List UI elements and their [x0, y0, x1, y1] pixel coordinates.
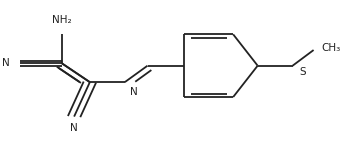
Text: S: S: [300, 67, 306, 77]
Text: N: N: [130, 87, 138, 97]
Text: NH₂: NH₂: [52, 15, 72, 25]
Text: N: N: [2, 58, 10, 68]
Text: CH₃: CH₃: [322, 43, 341, 53]
Text: N: N: [70, 123, 78, 133]
